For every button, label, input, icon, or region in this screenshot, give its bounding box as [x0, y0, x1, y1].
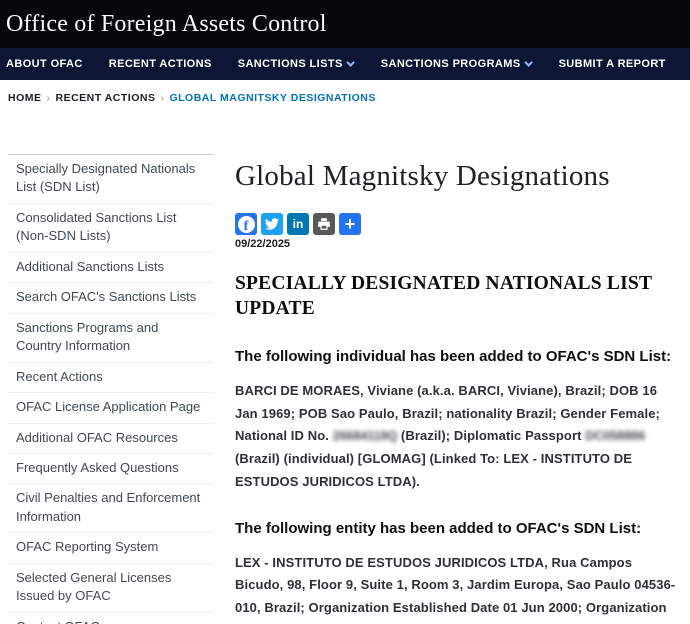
nav-label: ABOUT OFAC: [6, 58, 83, 70]
sidebar-item-additional-resources[interactable]: Additional OFAC Resources: [8, 424, 214, 454]
breadcrumb-separator: ›: [46, 92, 51, 104]
twitter-bird-icon: [265, 218, 279, 230]
more-share-button[interactable]: +: [339, 213, 361, 235]
chevron-down-icon: [523, 58, 533, 67]
sidebar-item-contact-ofac[interactable]: Contact OFAC: [8, 613, 214, 624]
breadcrumb-home[interactable]: HOME: [8, 92, 42, 104]
content-layout: Specially Designated Nationals List (SDN…: [0, 154, 690, 624]
linkedin-share-button[interactable]: in: [287, 213, 309, 235]
nav-about-ofac[interactable]: ABOUT OFAC: [0, 58, 96, 70]
sidebar-item-search-sanctions-lists[interactable]: Search OFAC's Sanctions Lists: [8, 283, 214, 314]
nav-label: SANCTIONS LISTS: [237, 58, 343, 70]
nav-submit-a-report[interactable]: SUBMIT A REPORT: [546, 58, 679, 70]
publish-date: 09/22/2025: [235, 238, 291, 250]
sidebar-item-sdn-list[interactable]: Specially Designated Nationals List (SDN…: [8, 155, 214, 204]
nav-label: SUBMIT A REPORT: [558, 58, 666, 70]
chevron-down-icon: [346, 58, 355, 67]
entity-entry: LEX - INSTITUTO DE ESTUDOS JURIDICOS LTD…: [235, 552, 680, 624]
sidebar-item-additional-sanctions-lists[interactable]: Additional Sanctions Lists: [8, 253, 214, 284]
print-button[interactable]: [313, 213, 335, 235]
breadcrumb-recent-actions[interactable]: RECENT ACTIONS: [55, 92, 156, 104]
main-nav: ABOUT OFAC RECENT ACTIONS SANCTIONS LIST…: [0, 48, 690, 80]
main-content: Global Magnitsky Designations f in: [235, 154, 682, 624]
individual-entry-text: (Brazil) (individual) [GLOMAG] (Linked T…: [235, 451, 633, 489]
individual-added-heading: The following individual has been added …: [235, 347, 672, 365]
sidebar-item-license-application[interactable]: OFAC License Application Page: [8, 393, 214, 424]
linkedin-icon: in: [292, 217, 304, 231]
sidebar-item-civil-penalties[interactable]: Civil Penalties and Enforcement Informat…: [8, 484, 214, 534]
sidebar-item-general-licenses[interactable]: Selected General Licenses Issued by OFAC: [8, 564, 214, 613]
share-toolbar: f in +: [235, 213, 680, 235]
sidebar-item-consolidated-list[interactable]: Consolidated Sanctions List (Non-SDN Lis…: [8, 204, 214, 253]
redacted-passport-number: DC058886: [585, 428, 646, 444]
printer-icon: [318, 218, 330, 230]
individual-entry-text: BARCI DE MORAES, Viviane (a.k.a. BARCI, …: [235, 382, 660, 444]
sidebar-item-reporting-system[interactable]: OFAC Reporting System: [8, 533, 214, 564]
entity-entry-text: LEX - INSTITUTO DE ESTUDOS JURIDICOS LTD…: [235, 554, 676, 624]
redacted-national-id: 26684118Q: [332, 428, 398, 444]
facebook-icon: f: [237, 215, 255, 233]
individual-entry: BARCI DE MORAES, Viviane (a.k.a. BARCI, …: [235, 380, 680, 494]
breadcrumb-separator: ›: [160, 92, 165, 104]
breadcrumb: HOME › RECENT ACTIONS › GLOBAL MAGNITSKY DES…: [8, 92, 690, 104]
twitter-share-button[interactable]: [261, 213, 283, 235]
nav-sanctions-programs[interactable]: SANCTIONS PROGRAMS: [368, 58, 546, 70]
nav-sanctions-lists[interactable]: SANCTIONS LISTS: [225, 58, 368, 70]
facebook-f-glyph: f: [243, 218, 249, 233]
plus-icon: +: [344, 214, 356, 234]
site-title: Office of Foreign Assets Control: [6, 10, 327, 37]
nav-contact[interactable]: CONTACT: [679, 58, 690, 70]
nav-recent-actions[interactable]: RECENT ACTIONS: [96, 58, 225, 70]
sidebar-item-faq[interactable]: Frequently Asked Questions: [8, 454, 214, 485]
site-header: Office of Foreign Assets Control: [0, 0, 690, 48]
facebook-share-button[interactable]: f: [235, 213, 257, 235]
nav-label: RECENT ACTIONS: [108, 58, 212, 70]
individual-entry-text: (Brazil); Diplomatic Passport: [397, 428, 586, 444]
nav-label: SANCTIONS PROGRAMS: [380, 58, 521, 70]
page-title: Global Magnitsky Designations: [235, 160, 610, 192]
sidebar-item-programs-country-info[interactable]: Sanctions Programs and Country Informati…: [8, 314, 214, 363]
breadcrumb-current: GLOBAL MAGNITSKY DESIGNATIONS: [169, 92, 376, 104]
section-heading: SPECIALLY DESIGNATED NATIONALS LIST UPDA…: [235, 273, 652, 319]
sidebar: Specially Designated Nationals List (SDN…: [8, 154, 214, 624]
sidebar-item-recent-actions[interactable]: Recent Actions: [8, 363, 214, 394]
entity-added-heading: The following entity has been added to O…: [235, 519, 642, 537]
